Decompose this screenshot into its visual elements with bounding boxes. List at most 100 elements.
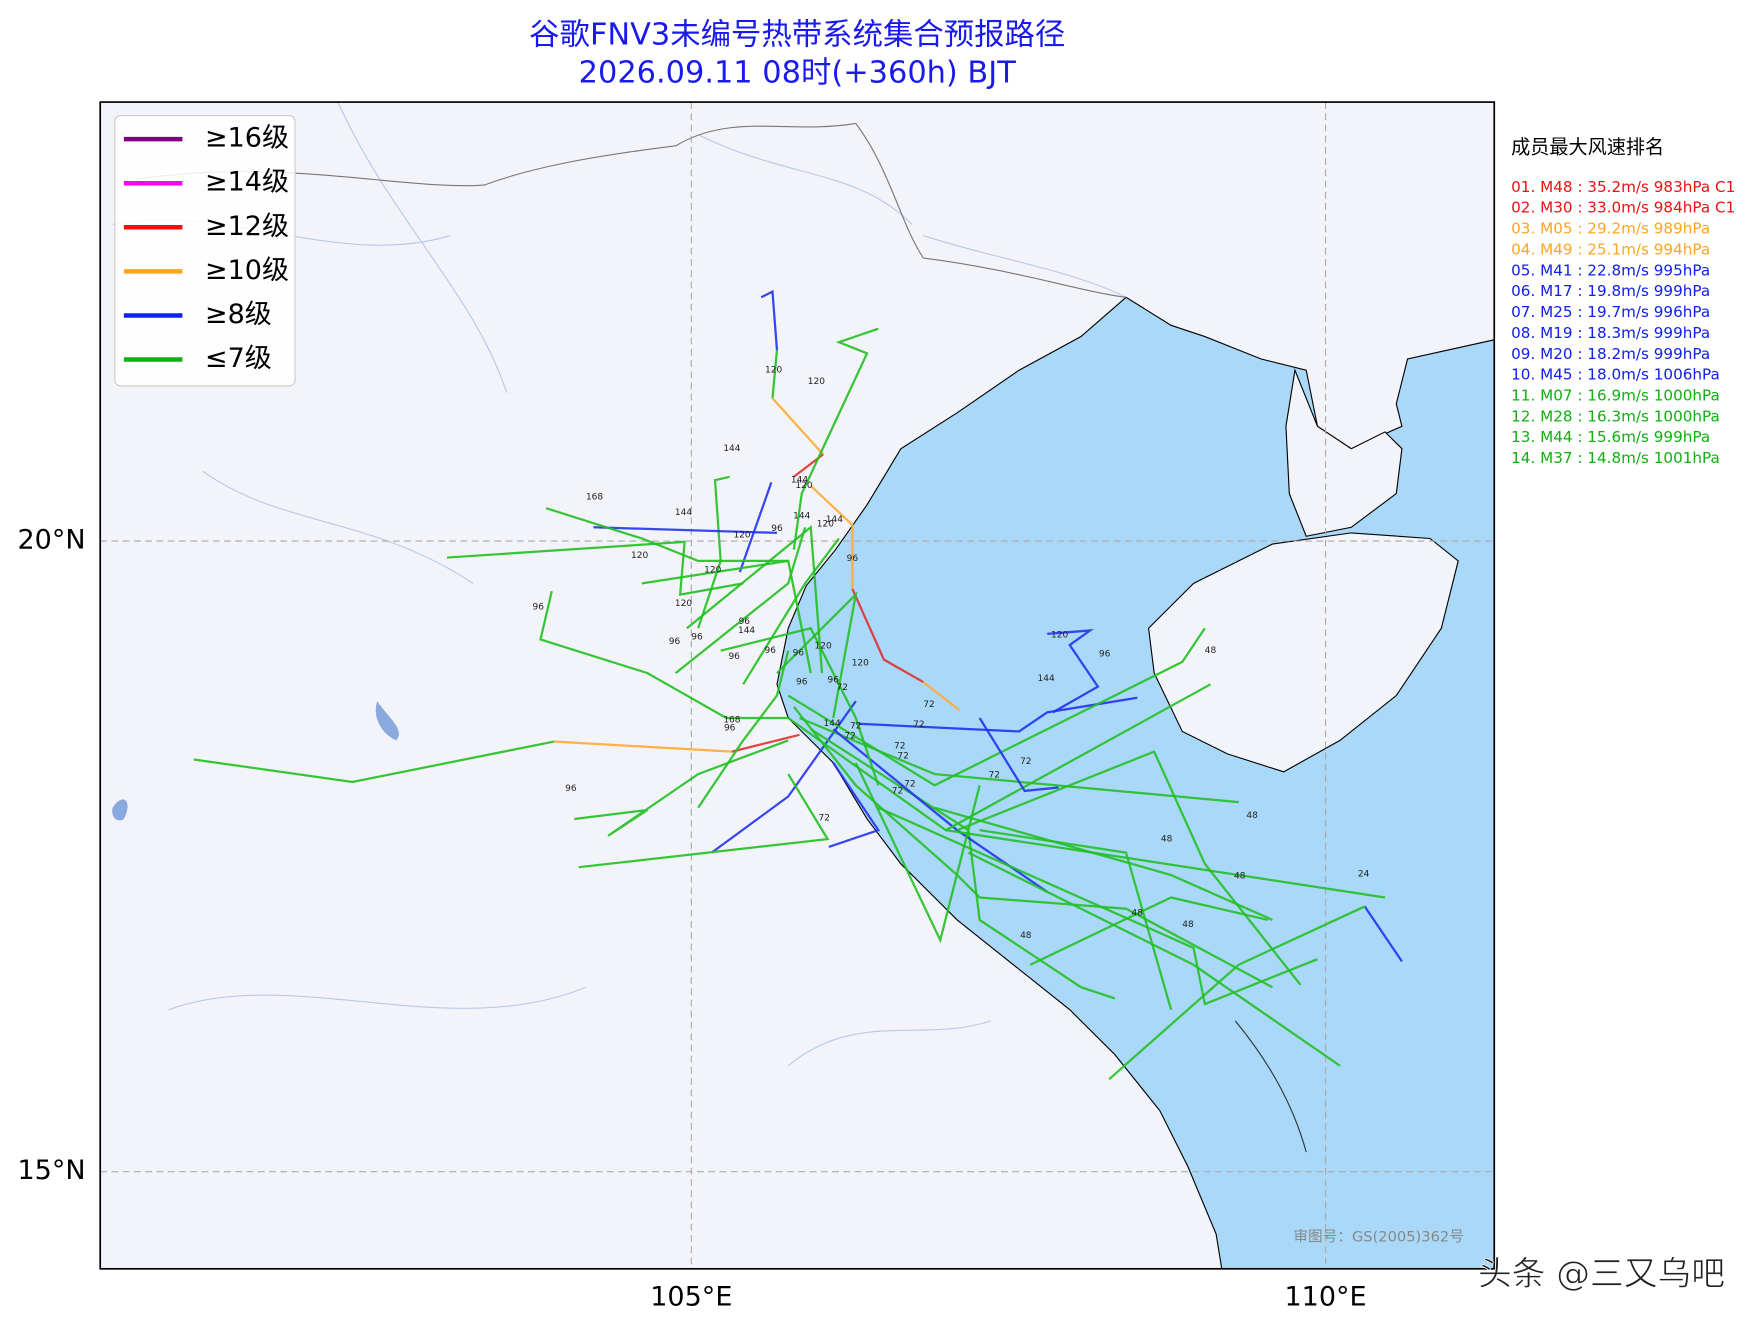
hour-label: 144 [738,626,755,636]
track [742,537,840,685]
hour-label: 72 [844,731,855,741]
map-frame [99,101,1496,1270]
hour-label: 72 [897,752,908,762]
title: 谷歌FNV3未编号热带系统集合预报路径 [529,17,1065,52]
ranking-item: 07. M25 : 19.7m/s 996hPa [1511,303,1710,321]
hainan [1147,532,1459,773]
watermark: 头条 @三又乌吧 [1478,1254,1725,1293]
hour-label: 96 [764,646,776,656]
hour-label: 120 [1051,630,1068,640]
hour-label: 144 [791,476,808,486]
track [1363,905,1403,963]
hour-label: 72 [892,786,903,796]
track [771,349,779,399]
hour-label: 120 [815,642,832,652]
track [854,762,981,944]
hour-label: 96 [533,602,545,612]
track [979,829,1173,1010]
map-credit: 审图号：GS(2005)362号 [1293,1228,1463,1245]
ranking-item: 09. M20 : 18.2m/s 999hPa [1511,345,1710,363]
hour-label: 96 [828,675,840,685]
hour-label: 120 [631,551,648,561]
track [792,327,879,550]
ranking-item: 03. M05 : 29.2m/s 989hPa [1511,220,1710,238]
hour-label: 120 [675,599,692,609]
hour-label: 72 [850,721,861,731]
track [809,484,854,589]
track [855,696,1138,733]
track [720,626,880,786]
track [641,559,812,674]
hour-label: 144 [675,508,692,518]
ranking-item: 01. M48 : 35.2m/s 983hPa C1 [1511,178,1735,196]
track [545,507,789,563]
borders [135,122,1127,298]
legend-label: ≥12级 [205,211,289,242]
hour-label: 96 [724,724,736,734]
track [771,397,824,456]
track [776,591,858,719]
hour-label: 144 [824,719,841,729]
ranking-item: 12. M28 : 16.3m/s 1000hPa [1511,407,1720,425]
hour-label: 72 [904,780,915,790]
hour-label: 96 [796,678,808,688]
hour-label: 96 [669,637,681,647]
ranking-item: 02. M30 : 33.0m/s 984hPa C1 [1511,199,1735,217]
track [539,590,789,720]
ranking-item: 10. M45 : 18.0m/s 1006hPa [1511,366,1720,384]
track [1108,905,1366,1081]
legend-label: ≥16级 [205,123,289,154]
hour-label: 120 [852,659,869,669]
y-tick-label: 20°N [17,525,85,556]
hour-label: 72 [923,700,934,710]
hour-label: 96 [691,633,703,643]
hour-label: 144 [826,515,843,525]
ranking-title: 成员最大风速排名 [1511,136,1664,159]
track [828,762,881,849]
hour-label: 168 [723,716,740,726]
hour-label: 120 [733,531,750,541]
legend-label: ≥8级 [205,299,272,330]
track [697,650,790,809]
ranking-item: 05. M41 : 22.8m/s 995hPa [1511,261,1710,279]
track [1047,629,1100,714]
hour-label: 96 [847,554,859,564]
hour-label: 120 [765,366,782,376]
grid [100,102,1495,1269]
hour-label: 48 [1132,909,1144,919]
track [851,588,924,684]
hour-label: 120 [817,519,834,529]
hour-label: 120 [808,377,825,387]
track [978,717,1059,793]
ranking: 成员最大风速排名 01. M48 : 35.2m/s 983hPa C1 02. M… [1511,136,1735,467]
legend-label: ≤7级 [205,343,272,374]
hour-label: 72 [894,742,905,752]
ranking-item: 11. M07 : 16.9m/s 1000hPa [1511,387,1720,405]
hour-label: 72 [837,683,848,693]
hour-label: 72 [989,771,1000,781]
track [686,525,824,674]
track [578,773,830,869]
track [877,806,1318,1006]
track [738,482,773,573]
track [760,289,779,351]
hour-label: 120 [704,565,721,575]
hour-label: 120 [795,481,812,491]
hour-label: 144 [793,512,810,522]
hour-label: 48 [1205,646,1217,656]
track [967,851,1341,1067]
track [922,681,961,712]
track [697,475,730,629]
hour-label: 96 [565,784,577,794]
track [787,627,1206,787]
hour-label: 48 [1182,920,1194,930]
track [674,526,807,674]
hour-label: 48 [1246,811,1258,821]
legend-label: ≥14级 [205,167,289,198]
track [799,716,1239,804]
hour-label: 96 [1099,650,1111,660]
